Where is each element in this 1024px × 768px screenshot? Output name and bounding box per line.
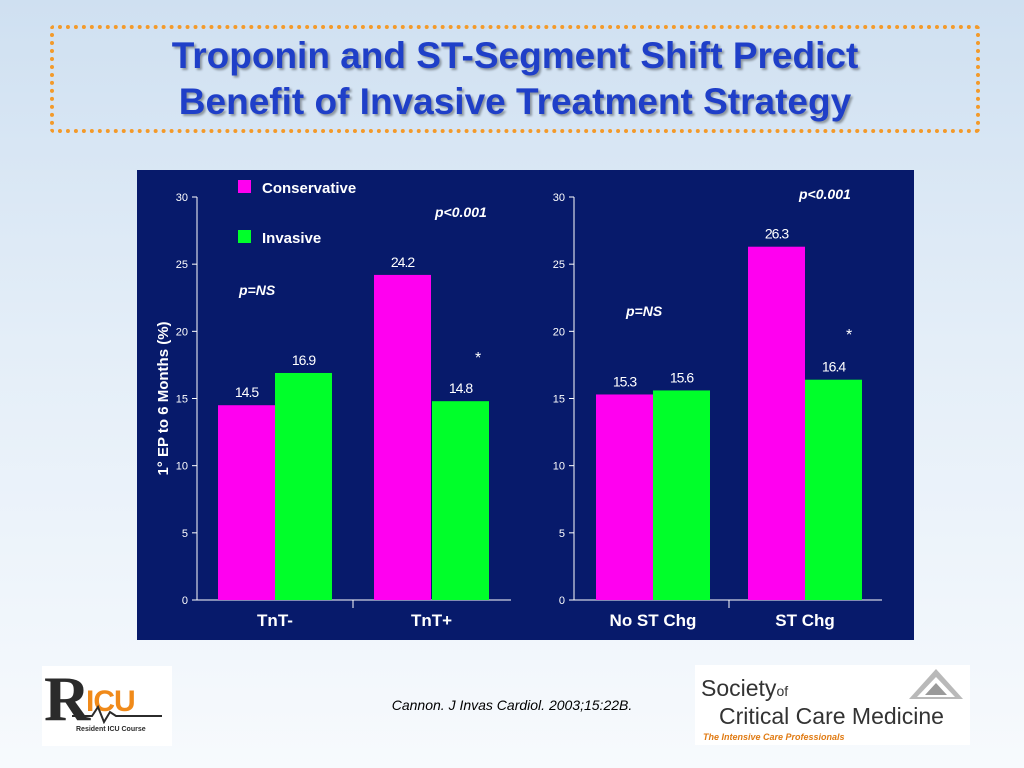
p-value-right: p<0.001: [798, 186, 851, 202]
data-label: 16.4: [822, 359, 846, 375]
sccm-triangle-icon: [909, 669, 963, 699]
bar-conservative-2: [374, 274, 431, 600]
data-label: 24.2: [391, 254, 415, 270]
slide-title-line-2: Benefit of Invasive Treatment Strategy: [178, 81, 852, 122]
sccm-society-word: Society: [701, 675, 777, 701]
data-label: 16.9: [292, 352, 316, 368]
y-tick-label: 15: [553, 394, 565, 406]
citation: Cannon. J Invas Cardiol. 2003;15:22B.: [391, 697, 633, 713]
y-tick-label: 0: [182, 595, 188, 607]
ricu-logo: R ICU Resident ICU Course: [42, 666, 172, 746]
chart-panel: 0 5 10 15 20 25 30 14.5 16.9 TnT- 24.2 14.8 TnT+ p=NS…: [137, 170, 914, 640]
y-tick-label: 5: [559, 528, 565, 540]
p-value-right: p<0.001: [434, 204, 487, 220]
significance-star: *: [846, 327, 852, 344]
data-label: 14.8: [449, 380, 473, 396]
sccm-tagline: The Intensive Care Professionals: [703, 732, 845, 742]
y-tick-label: 20: [553, 326, 565, 338]
heartbeat-icon: [72, 704, 162, 724]
legend-label-conservative: Conservative: [262, 180, 356, 197]
slide-title-line-1: Troponin and ST-Segment Shift Predict: [171, 35, 859, 76]
bar-charts: 0 5 10 15 20 25 30 14.5 16.9 TnT- 24.2 14.8 TnT+ p=NS…: [155, 180, 882, 630]
category-label: TnT-: [257, 611, 293, 630]
ricu-logo-course: Resident ICU Course: [76, 726, 146, 733]
legend-label-invasive: Invasive: [262, 230, 321, 247]
sccm-ccm-text: Critical Care Medicine: [719, 703, 944, 729]
y-tick-label: 25: [553, 259, 565, 271]
ricu-logo-r: R: [44, 663, 91, 734]
sccm-of-word: of: [776, 683, 789, 699]
bar-invasive-1: [275, 372, 332, 600]
data-label: 15.6: [670, 369, 694, 385]
significance-star: *: [475, 350, 481, 367]
y-tick-label: 10: [553, 461, 565, 473]
p-value-left: p=NS: [238, 282, 276, 298]
data-label: 15.3: [613, 373, 637, 389]
y-tick-label: 0: [559, 595, 565, 607]
bar-conservative-1: [218, 405, 275, 600]
y-tick-label: 25: [176, 259, 188, 271]
y-tick-label: 30: [553, 192, 565, 204]
bar-conservative-1: [596, 394, 653, 600]
bar-invasive-1: [653, 390, 710, 600]
category-label: ST Chg: [775, 611, 835, 630]
category-label: TnT+: [411, 611, 452, 630]
p-value-left: p=NS: [625, 303, 663, 319]
y-tick-label: 30: [176, 192, 188, 204]
bar-invasive-2: [432, 401, 489, 600]
data-label: 26.3: [765, 226, 789, 242]
legend-swatch-invasive: [238, 230, 251, 243]
data-label: 14.5: [235, 384, 259, 400]
y-tick-label: 5: [182, 528, 188, 540]
y-tick-label: 10: [176, 461, 188, 473]
bar-invasive-2: [805, 379, 862, 600]
slide-title-box: Troponin and ST-Segment Shift Predict Be…: [50, 25, 980, 133]
bar-conservative-2: [748, 246, 805, 600]
sccm-society-text: Societyof: [701, 675, 788, 704]
sccm-logo: Societyof Critical Care Medicine The Int…: [695, 665, 970, 745]
y-axis-title: 1° EP to 6 Months (%): [155, 321, 172, 475]
category-label: No ST Chg: [610, 611, 697, 630]
y-tick-label: 15: [176, 394, 188, 406]
y-tick-label: 20: [176, 326, 188, 338]
legend-swatch-conservative: [238, 180, 251, 193]
